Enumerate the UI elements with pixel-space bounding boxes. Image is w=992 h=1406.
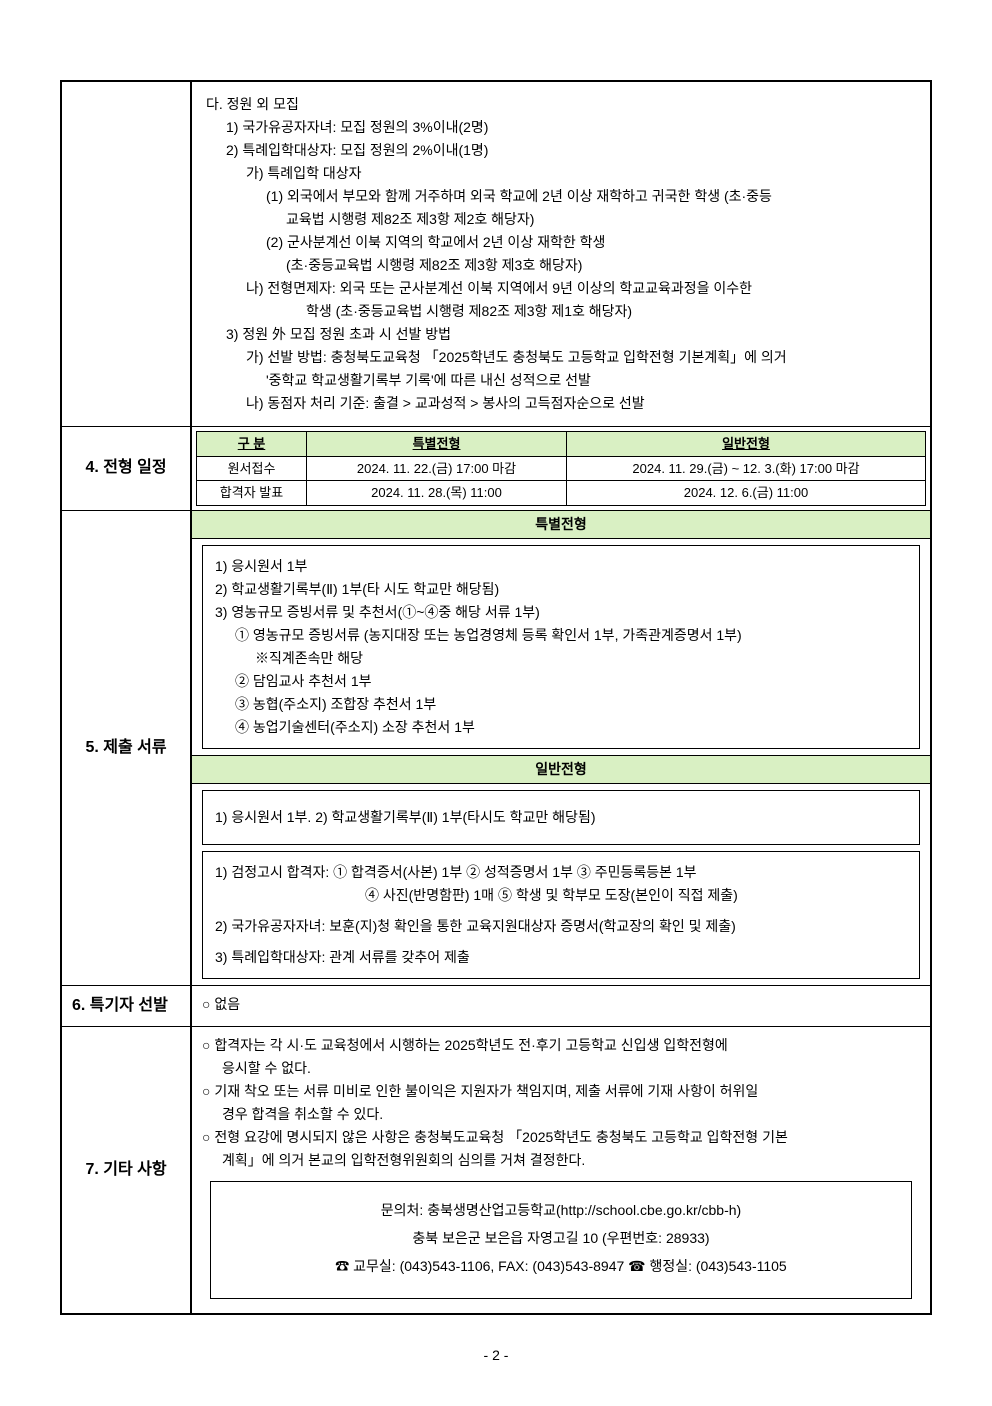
s3-item2a2c: (초·중등교육법 시행령 제82조 제3항 제3호 해당자) xyxy=(206,255,916,276)
band-special: 특별전형 xyxy=(192,511,930,539)
s7-l3: ○ 전형 요강에 명시되지 않은 사항은 충청북도교육청 「2025학년도 충청… xyxy=(202,1127,920,1148)
s7-l2c: 경우 합격을 취소할 수 있다. xyxy=(202,1104,920,1125)
sp-l3an: ※직계존속만 해당 xyxy=(215,648,907,669)
sched-row-0: 원서접수 2024. 11. 22.(금) 17:00 마감 2024. 11.… xyxy=(197,456,926,481)
schedule-table: 구 분 특별전형 일반전형 원서접수 2024. 11. 22.(금) 17:0… xyxy=(196,431,926,506)
s3-item2: 2) 특례입학대상자: 모집 정원의 2%이내(1명) xyxy=(206,140,916,161)
s3-item1: 1) 국가유공자자녀: 모집 정원의 3%이내(2명) xyxy=(206,117,916,138)
section5-label: 5. 제출 서류 xyxy=(61,510,191,985)
contact-c3: ☎ 교무실: (043)543-1106, FAX: (043)543-8947… xyxy=(223,1252,899,1280)
s7-l3c: 계획」에 의거 본교의 입학전형위원회의 심의를 거쳐 결정한다. xyxy=(202,1150,920,1171)
sched-r1-special: 2024. 11. 28.(목) 11:00 xyxy=(307,481,567,506)
s3-item3ac: '중학교 학교생활기록부 기록'에 따른 내신 성적으로 선발 xyxy=(206,370,916,391)
sched-h-special: 특별전형 xyxy=(307,432,567,457)
row-section7: 7. 기타 사항 ○ 합격자는 각 시·도 교육청에서 시행하는 2025학년도… xyxy=(61,1026,931,1314)
contact-c2: 충북 보은군 보은읍 자영고길 10 (우편번호: 28933) xyxy=(223,1224,899,1252)
s7-l1c: 응시할 수 없다. xyxy=(202,1058,920,1079)
sched-r1-general: 2024. 12. 6.(금) 11:00 xyxy=(567,481,926,506)
section4-content: 구 분 특별전형 일반전형 원서접수 2024. 11. 22.(금) 17:0… xyxy=(191,427,931,511)
document-table: 다. 정원 외 모집 1) 국가유공자자녀: 모집 정원의 3%이내(2명) 2… xyxy=(60,80,932,1315)
sched-r0-gubun: 원서접수 xyxy=(197,456,307,481)
s3-item2bc: 학생 (초·중등교육법 시행령 제82조 제3항 제1호 해당자) xyxy=(206,301,916,322)
section7-label: 7. 기타 사항 xyxy=(61,1026,191,1314)
page-number: - 2 - xyxy=(60,1345,932,1366)
sp-l3b: ② 담임교사 추천서 1부 xyxy=(215,671,907,692)
sched-r1-gubun: 합격자 발표 xyxy=(197,481,307,506)
section6-label: 6. 특기자 선발 xyxy=(61,985,191,1026)
section3-label-empty xyxy=(61,81,191,427)
section4-label: 4. 전형 일정 xyxy=(61,427,191,511)
s3-item2a1: (1) 외국에서 부모와 함께 거주하며 외국 학교에 2년 이상 재학하고 귀… xyxy=(206,186,916,207)
sched-r0-general: 2024. 11. 29.(금) ~ 12. 3.(화) 17:00 마감 xyxy=(567,456,926,481)
special-box: 1) 응시원서 1부 2) 학교생활기록부(Ⅱ) 1부(타 시도 학교만 해당됨… xyxy=(202,545,920,749)
row-section3-continued: 다. 정원 외 모집 1) 국가유공자자녀: 모집 정원의 3%이내(2명) 2… xyxy=(61,81,931,427)
row-section5: 5. 제출 서류 특별전형 1) 응시원서 1부 2) 학교생활기록부(Ⅱ) 1… xyxy=(61,510,931,985)
sched-h-general: 일반전형 xyxy=(567,432,926,457)
section3-content: 다. 정원 외 모집 1) 국가유공자자녀: 모집 정원의 3%이내(2명) 2… xyxy=(191,81,931,427)
sp-l3: 3) 영농규모 증빙서류 및 추천서(①~④중 해당 서류 1부) xyxy=(215,602,907,623)
sched-r0-special: 2024. 11. 22.(금) 17:00 마감 xyxy=(307,456,567,481)
row-section6: 6. 특기자 선발 ○ 없음 xyxy=(61,985,931,1026)
row-section4: 4. 전형 일정 구 분 특별전형 일반전형 원서접수 2024. 11. 22… xyxy=(61,427,931,511)
s3-item2b: 나) 전형면제자: 외국 또는 군사분계선 이북 지역에서 9년 이상의 학교교… xyxy=(206,278,916,299)
contact-c1: 문의처: 충북생명산업고등학교(http://school.cbe.go.kr/… xyxy=(223,1196,899,1224)
section5-content: 특별전형 1) 응시원서 1부 2) 학교생활기록부(Ⅱ) 1부(타 시도 학교… xyxy=(191,510,931,985)
section6-content: ○ 없음 xyxy=(191,985,931,1026)
s3-item3b: 나) 동점자 처리 기준: 출결 > 교과성적 > 봉사의 고득점자순으로 선발 xyxy=(206,393,916,414)
contact-box: 문의처: 충북생명산업고등학교(http://school.cbe.go.kr/… xyxy=(210,1181,912,1299)
s3-title: 다. 정원 외 모집 xyxy=(206,94,916,115)
cm-l1c: ④ 사진(반명함판) 1매 ⑤ 학생 및 학부모 도장(본인이 직접 제출) xyxy=(215,885,907,906)
s3-item3a: 가) 선발 방법: 충청북도교육청 「2025학년도 충청북도 고등학교 입학전… xyxy=(206,347,916,368)
cm-l3: 3) 특례입학대상자: 관계 서류를 갖추어 제출 xyxy=(215,947,907,968)
cm-l1: 1) 검정고시 합격자: ① 합격증서(사본) 1부 ② 성적증명서 1부 ③ … xyxy=(215,862,907,883)
s3-item2a: 가) 특례입학 대상자 xyxy=(206,163,916,184)
sched-h-gubun: 구 분 xyxy=(197,432,307,457)
s3-item2a1c: 교육법 시행령 제82조 제3항 제2호 해당자) xyxy=(206,209,916,230)
gen-l1: 1) 응시원서 1부. 2) 학교생활기록부(Ⅱ) 1부(타시도 학교만 해당됨… xyxy=(215,807,907,828)
sched-row-1: 합격자 발표 2024. 11. 28.(목) 11:00 2024. 12. … xyxy=(197,481,926,506)
s3-item3: 3) 정원 外 모집 정원 초과 시 선발 방법 xyxy=(206,324,916,345)
sp-l3c: ③ 농협(주소지) 조합장 추천서 1부 xyxy=(215,694,907,715)
s6-text: ○ 없음 xyxy=(202,994,920,1015)
s3-item2a2: (2) 군사분계선 이북 지역의 학교에서 2년 이상 재학한 학생 xyxy=(206,232,916,253)
common-box: 1) 검정고시 합격자: ① 합격증서(사본) 1부 ② 성적증명서 1부 ③ … xyxy=(202,851,920,979)
sp-l2: 2) 학교생활기록부(Ⅱ) 1부(타 시도 학교만 해당됨) xyxy=(215,579,907,600)
sp-l3d: ④ 농업기술센터(주소지) 소장 추천서 1부 xyxy=(215,717,907,738)
s7-l1: ○ 합격자는 각 시·도 교육청에서 시행하는 2025학년도 전·후기 고등학… xyxy=(202,1035,920,1056)
sp-l1: 1) 응시원서 1부 xyxy=(215,556,907,577)
general-box: 1) 응시원서 1부. 2) 학교생활기록부(Ⅱ) 1부(타시도 학교만 해당됨… xyxy=(202,790,920,845)
band-general: 일반전형 xyxy=(192,755,930,784)
sp-l3a: ① 영농규모 증빙서류 (농지대장 또는 농업경영체 등록 확인서 1부, 가족… xyxy=(215,625,907,646)
cm-l2: 2) 국가유공자자녀: 보훈(지)청 확인을 통한 교육지원대상자 증명서(학교… xyxy=(215,916,907,937)
section7-content: ○ 합격자는 각 시·도 교육청에서 시행하는 2025학년도 전·후기 고등학… xyxy=(191,1026,931,1314)
s7-l2: ○ 기재 착오 또는 서류 미비로 인한 불이익은 지원자가 책임지며, 제출 … xyxy=(202,1081,920,1102)
